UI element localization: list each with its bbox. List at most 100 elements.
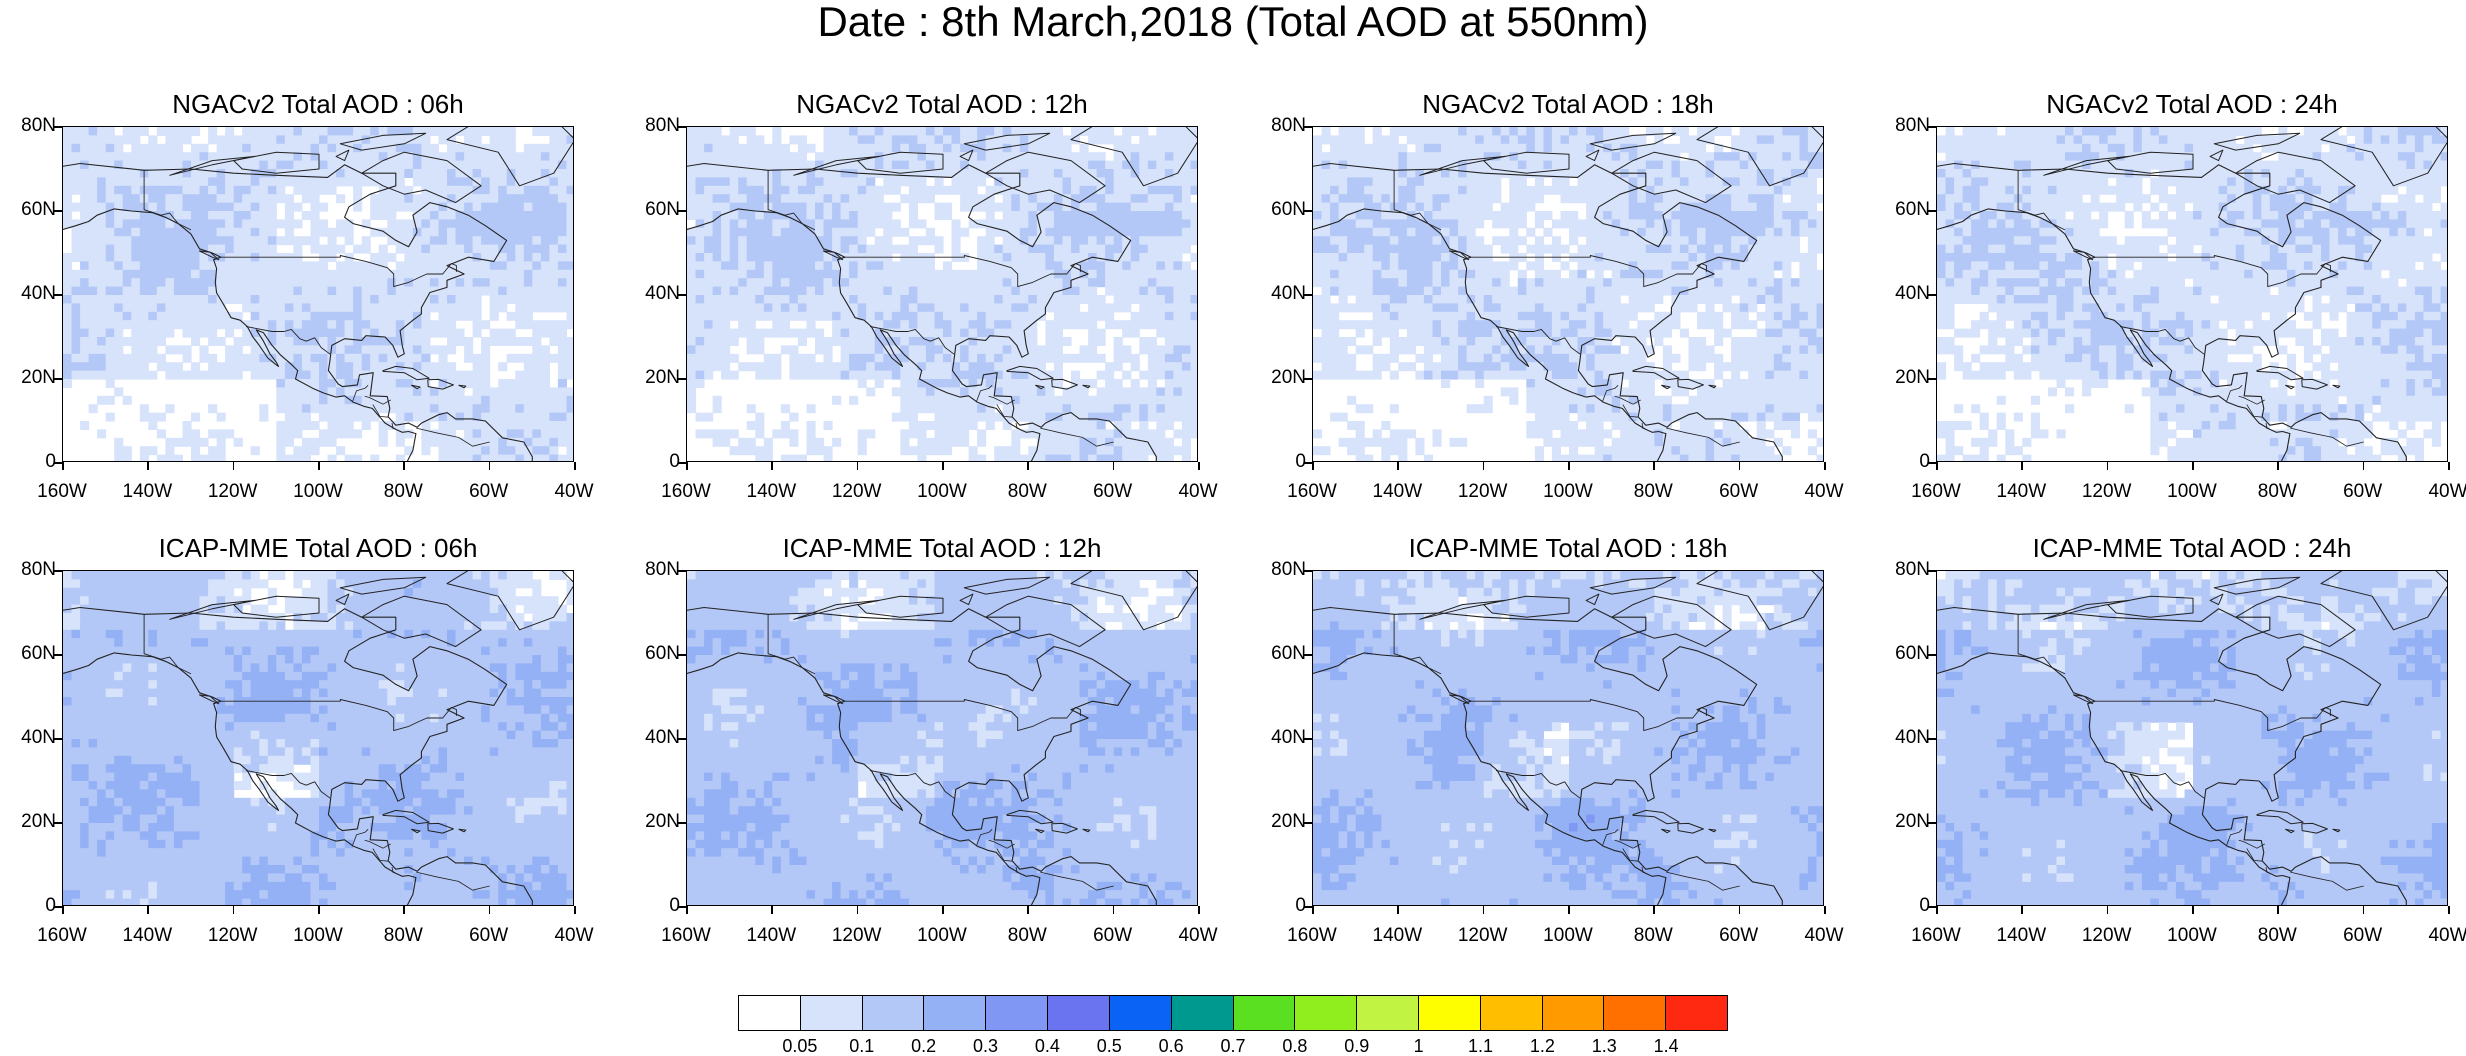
colorbar-box: [1666, 996, 1727, 1030]
lon-tick-label: 100W: [1543, 481, 1593, 502]
lon-tick: [1027, 462, 1029, 470]
lon-tick-label: 40W: [1178, 481, 1218, 502]
lon-tick-label: 80W: [2257, 481, 2297, 502]
lat-tick-label: 80N: [1271, 559, 1306, 580]
colorbar-box: [1171, 996, 1234, 1030]
lat-tick: [54, 462, 62, 464]
lat-tick-label: 0: [1295, 895, 1306, 916]
lat-tick: [54, 654, 62, 656]
lat-tick: [678, 126, 686, 128]
lat-tick: [1304, 822, 1312, 824]
lon-tick-label: 80W: [383, 925, 423, 946]
lat-tick: [678, 906, 686, 908]
lat-tick-label: 60N: [645, 643, 680, 664]
lon-tick-label: 80W: [1007, 481, 1047, 502]
lat-tick: [678, 210, 686, 212]
lat-tick-label: 40N: [1895, 283, 1930, 304]
colorbar-label: 1.3: [1591, 1036, 1617, 1056]
colorbar-label: 1.2: [1529, 1036, 1555, 1056]
colorbar: [738, 995, 1728, 1031]
lat-tick: [1304, 210, 1312, 212]
lat-tick-label: 60N: [1271, 643, 1306, 664]
lon-tick-label: 60W: [1093, 481, 1133, 502]
lon-tick: [942, 906, 944, 914]
map-plot-area: [686, 570, 1198, 906]
lat-tick-label: 60N: [1895, 199, 1930, 220]
lat-tick: [678, 654, 686, 656]
lat-tick-label: 40N: [21, 727, 56, 748]
lon-tick-label: 80W: [1633, 481, 1673, 502]
lon-tick: [2362, 906, 2365, 914]
lon-tick: [1397, 906, 1399, 914]
map-plot-area: [62, 126, 574, 462]
lon-tick: [2277, 462, 2279, 470]
lat-tick-label: 20N: [21, 367, 56, 388]
lat-tick: [54, 822, 62, 824]
colorbar-box: [1418, 996, 1481, 1030]
lat-tick-label: 0: [669, 451, 680, 472]
lon-tick-label: 80W: [1633, 925, 1673, 946]
lon-tick: [2277, 906, 2279, 914]
lon-tick-label: 140W: [1372, 481, 1423, 502]
lon-tick-label: 160W: [661, 481, 711, 502]
lat-tick-label: 80N: [1895, 559, 1930, 580]
lat-tick-label: 40N: [645, 283, 680, 304]
map-panel: NGACv2 Total AOD : 24h 80N 60N 40N 20N 0 160W 1…: [1874, 88, 2466, 528]
lat-tick-label: 20N: [1271, 367, 1306, 388]
panel-title: ICAP-MME Total AOD : 24h: [2032, 533, 2352, 563]
lat-tick: [678, 738, 686, 740]
lon-tick-label: 100W: [2167, 925, 2217, 946]
aod-field: [63, 127, 573, 461]
lat-tick: [1304, 462, 1312, 464]
lat-tick: [1928, 294, 1936, 296]
colorbar-label: 0.4: [1034, 1036, 1060, 1056]
colorbar-label: 1: [1413, 1036, 1424, 1056]
lon-tick-label: 40W: [1804, 481, 1844, 502]
lon-tick: [771, 462, 773, 470]
lon-tick: [403, 906, 405, 914]
colorbar-label: 1.1: [1467, 1036, 1494, 1056]
lon-tick-label: 100W: [917, 481, 967, 502]
lon-tick-label: 40W: [554, 925, 594, 946]
lat-tick: [54, 294, 62, 296]
lon-tick-label: 60W: [469, 925, 509, 946]
panel-title: NGACv2 Total AOD : 24h: [2046, 89, 2338, 119]
colorbar-box: [1604, 996, 1667, 1030]
lat-tick: [1928, 738, 1936, 740]
colorbar-label: 0.5: [1096, 1036, 1122, 1056]
lat-tick-label: 60N: [1271, 199, 1306, 220]
lat-tick-label: 60N: [1895, 643, 1930, 664]
lon-tick: [2362, 462, 2365, 470]
lon-tick-label: 120W: [1457, 925, 1508, 946]
lon-tick-label: 60W: [2343, 481, 2383, 502]
panel-title: ICAP-MME Total AOD : 06h: [158, 533, 478, 563]
aod-field: [1313, 127, 1823, 461]
aod-field: [63, 571, 573, 905]
colorbar-box: [739, 996, 801, 1030]
lon-tick-label: 100W: [1543, 925, 1593, 946]
lon-tick: [1738, 906, 1741, 914]
lon-tick: [147, 462, 149, 470]
lon-tick-label: 120W: [831, 481, 882, 502]
lon-tick: [1198, 462, 1200, 470]
lon-tick-label: 120W: [207, 925, 258, 946]
lon-tick: [686, 906, 688, 914]
map-panel: NGACv2 Total AOD : 06h 80N 60N 40N 20N 0 160W 1…: [0, 88, 620, 528]
colorbar-label: 0.05: [782, 1036, 818, 1056]
map-panel: ICAP-MME Total AOD : 18h 80N 60N 40N 20N 0 160…: [1250, 532, 1870, 972]
lon-tick: [1824, 462, 1826, 470]
lat-tick-label: 0: [45, 895, 56, 916]
lon-tick-label: 100W: [917, 925, 967, 946]
lon-tick: [1312, 906, 1314, 914]
lat-tick-label: 20N: [21, 811, 56, 832]
lat-tick-label: 80N: [1271, 115, 1306, 136]
lon-tick-label: 40W: [554, 481, 594, 502]
lon-tick-label: 120W: [207, 481, 258, 502]
lon-tick: [574, 906, 576, 914]
lon-tick-label: 60W: [1093, 925, 1133, 946]
lon-tick-label: 160W: [1287, 481, 1337, 502]
lat-tick: [1304, 378, 1312, 380]
lon-tick: [2021, 906, 2023, 914]
lat-tick-label: 80N: [21, 115, 56, 136]
lat-tick-label: 40N: [1271, 727, 1306, 748]
